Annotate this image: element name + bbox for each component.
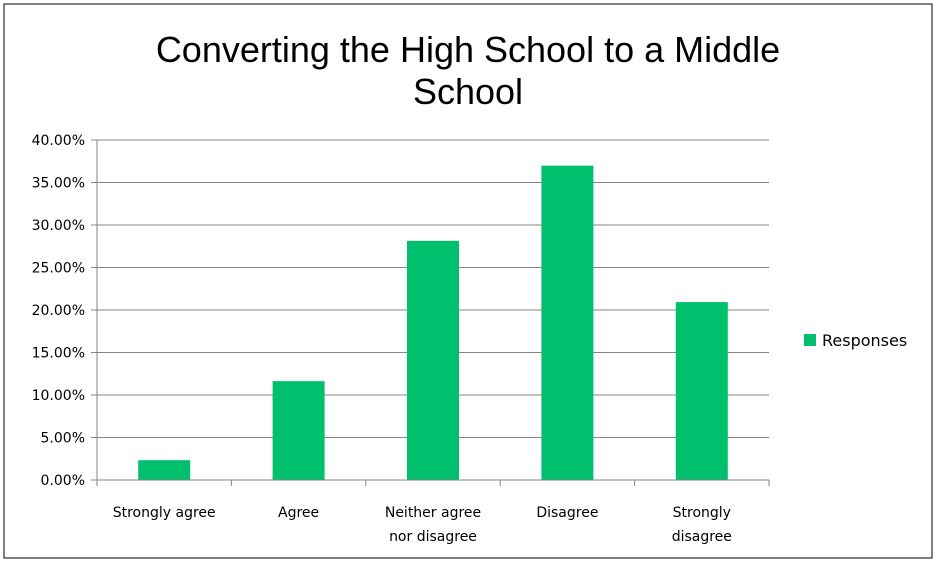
- y-axis-tick-label: 25.00%: [32, 261, 85, 277]
- x-axis-tick-label: Neither agree nor disagree: [385, 505, 481, 545]
- y-axis-tick-label: 5.00%: [41, 431, 85, 447]
- y-axis-tick-label: 30.00%: [32, 218, 85, 234]
- bar: [407, 240, 459, 480]
- x-axis-tick-label: Agree: [278, 505, 319, 521]
- y-axis-tick-label: 10.00%: [32, 388, 85, 404]
- legend-swatch: [804, 334, 816, 346]
- y-axis-tick-label: 40.00%: [32, 133, 85, 149]
- legend-label: Responses: [822, 331, 907, 350]
- y-axis-tick-label: 0.00%: [41, 473, 85, 489]
- y-axis-tick-label: 15.00%: [32, 346, 85, 362]
- y-axis-tick-label: 20.00%: [32, 303, 85, 319]
- x-axis-tick-label: Disagree: [536, 505, 598, 521]
- chart-title-line-1: Converting the High School to a Middle: [156, 29, 780, 70]
- axes: [91, 139, 770, 486]
- legend: Responses: [804, 331, 907, 350]
- bar: [541, 165, 594, 481]
- y-axis-tick-labels: 0.00% 5.00% 10.00% 15.00% 20.00% 25.00% 30.00%…: [32, 133, 85, 489]
- x-axis-tick-labels: Strongly agree Agree Neither agree nor disa…: [113, 505, 732, 545]
- bars: [138, 165, 728, 481]
- x-axis-tick-label: Strongly disagree: [672, 505, 732, 545]
- bar: [138, 460, 191, 480]
- bar: [675, 302, 728, 480]
- y-axis-tick-label: 35.00%: [32, 176, 85, 192]
- chart-title-line-2: School: [413, 71, 523, 112]
- bar: [272, 381, 325, 480]
- x-axis-tick-label: Strongly agree: [113, 505, 216, 521]
